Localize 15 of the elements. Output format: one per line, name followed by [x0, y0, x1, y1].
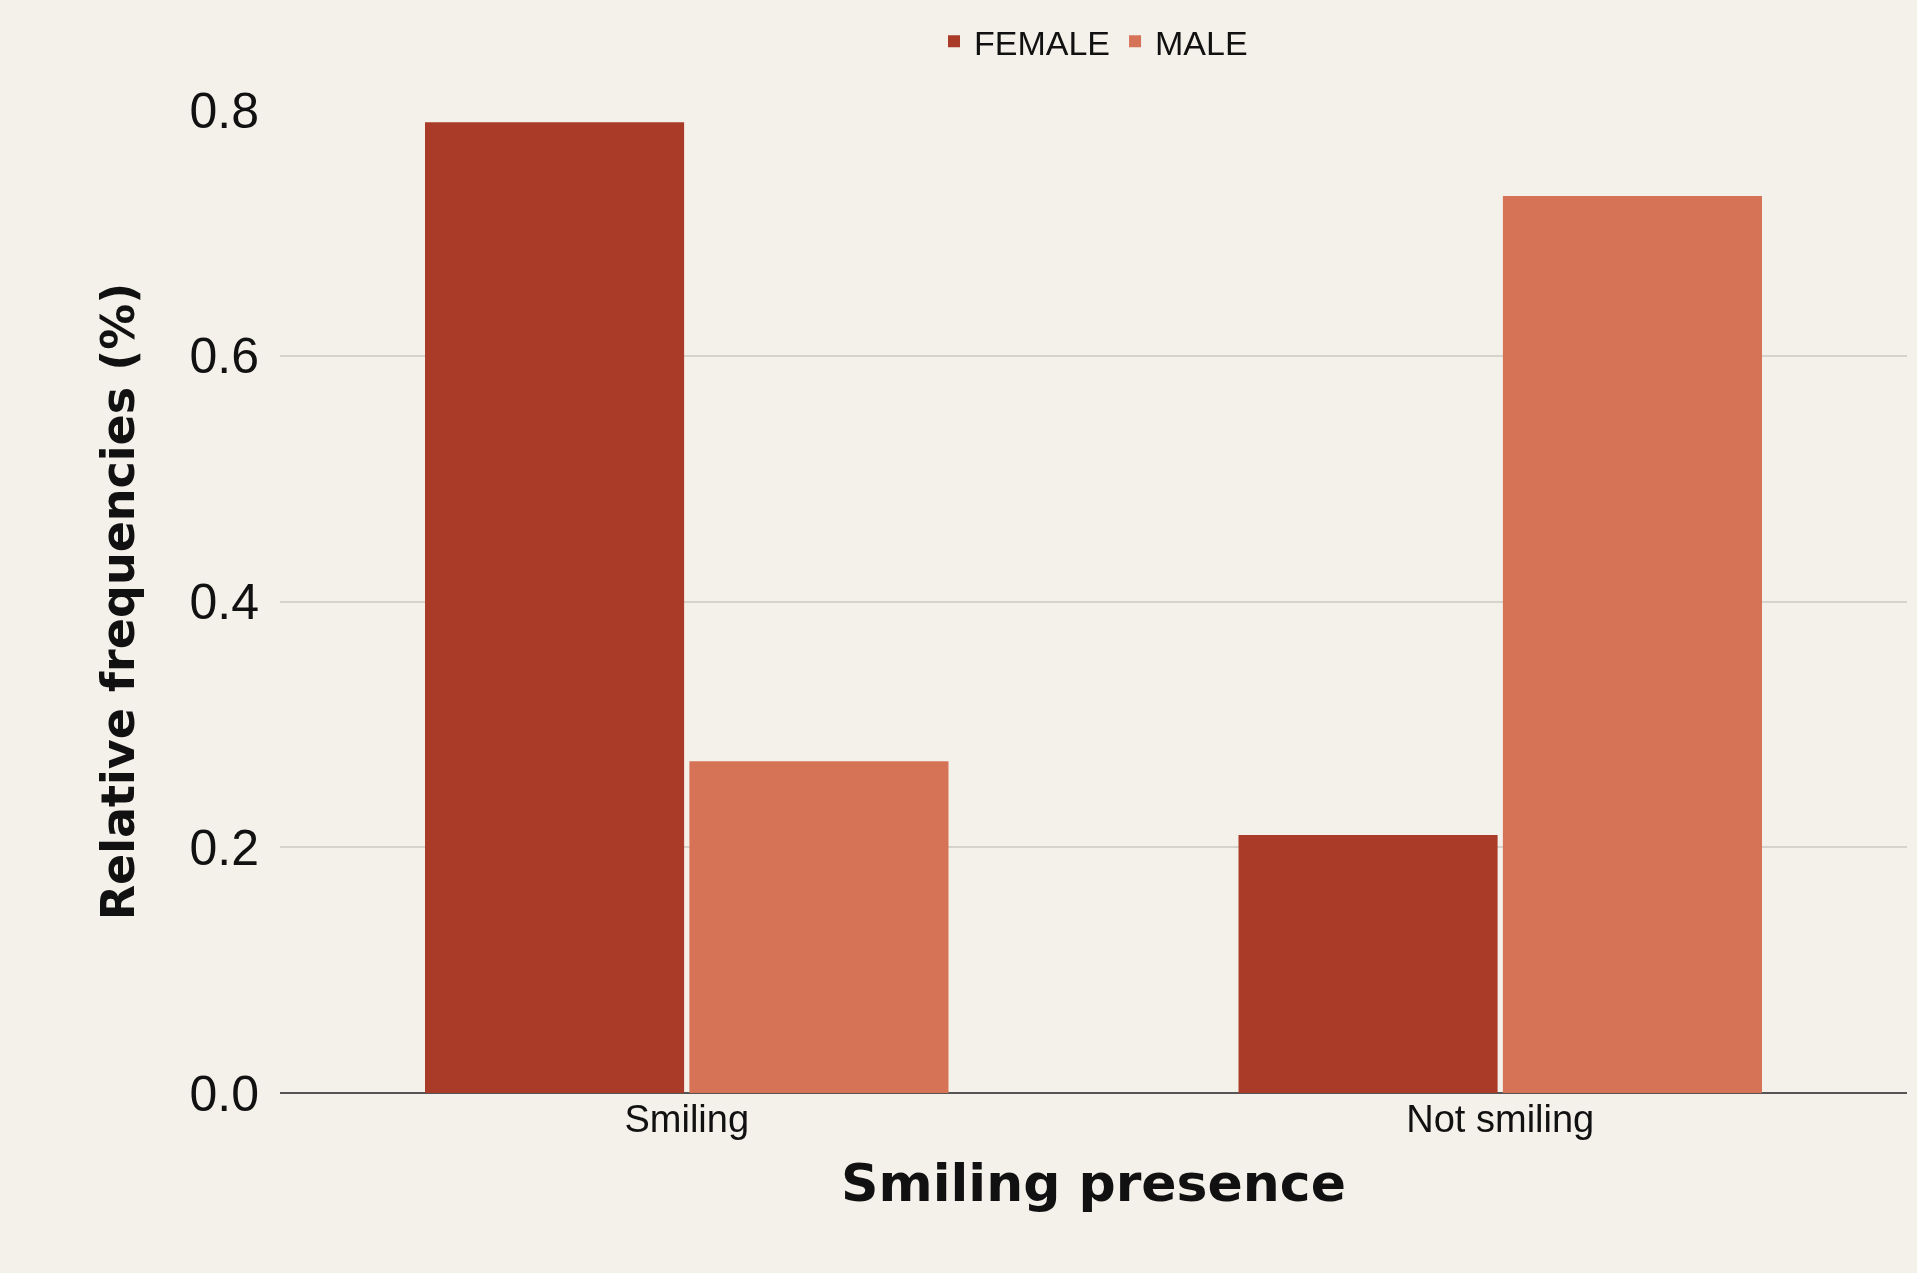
x-axis-title: Smiling presence [841, 1152, 1346, 1213]
y-axis-title: Relative frequencies (%) [90, 282, 145, 921]
bar [425, 122, 685, 1093]
bar [689, 761, 949, 1093]
bar [1502, 196, 1762, 1093]
y-tick-label: 0.4 [189, 574, 259, 630]
x-tick-label: Not smiling [1406, 1098, 1595, 1140]
x-tick-label: Smiling [624, 1098, 750, 1140]
y-tick-label: 0.8 [189, 82, 259, 139]
y-tick-label: 0.0 [189, 1065, 259, 1122]
y-tick-label: 0.2 [189, 819, 259, 876]
legend-label: FEMALE [974, 23, 1111, 62]
bar [1238, 834, 1498, 1093]
legend-label: MALE [1155, 23, 1248, 62]
y-tick-label: 0.6 [189, 328, 259, 385]
